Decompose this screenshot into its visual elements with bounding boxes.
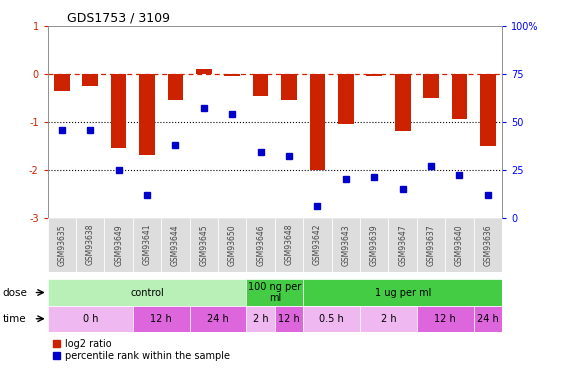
Text: 1 ug per ml: 1 ug per ml bbox=[375, 288, 431, 297]
Text: GSM93636: GSM93636 bbox=[484, 224, 493, 266]
Bar bbox=[417, 217, 445, 272]
Bar bbox=[190, 306, 246, 332]
Text: GSM93637: GSM93637 bbox=[426, 224, 435, 266]
Bar bbox=[275, 217, 304, 272]
Bar bbox=[224, 74, 240, 76]
Bar bbox=[281, 74, 297, 100]
Bar bbox=[139, 74, 155, 155]
Bar bbox=[473, 306, 502, 332]
Bar bbox=[133, 306, 190, 332]
Bar bbox=[253, 74, 269, 96]
Bar bbox=[304, 306, 360, 332]
Text: 24 h: 24 h bbox=[207, 314, 229, 324]
Text: 2 h: 2 h bbox=[381, 314, 396, 324]
Bar bbox=[304, 279, 502, 306]
Bar bbox=[168, 74, 183, 100]
Text: time: time bbox=[3, 314, 26, 324]
Bar bbox=[395, 74, 411, 132]
Text: 24 h: 24 h bbox=[477, 314, 499, 324]
Bar bbox=[480, 74, 496, 146]
Text: GSM93645: GSM93645 bbox=[199, 224, 208, 266]
Bar bbox=[366, 74, 382, 76]
Text: GSM93649: GSM93649 bbox=[114, 224, 123, 266]
Text: GDS1753 / 3109: GDS1753 / 3109 bbox=[67, 11, 171, 24]
Bar bbox=[162, 217, 190, 272]
Bar bbox=[48, 279, 246, 306]
Bar bbox=[360, 217, 388, 272]
Bar bbox=[304, 217, 332, 272]
Bar bbox=[54, 74, 70, 91]
Text: 12 h: 12 h bbox=[278, 314, 300, 324]
Text: 2 h: 2 h bbox=[253, 314, 269, 324]
Bar bbox=[133, 217, 162, 272]
Text: GSM93650: GSM93650 bbox=[228, 224, 237, 266]
Bar bbox=[338, 74, 353, 124]
Legend: log2 ratio, percentile rank within the sample: log2 ratio, percentile rank within the s… bbox=[53, 339, 230, 360]
Text: dose: dose bbox=[3, 288, 27, 297]
Bar bbox=[218, 217, 246, 272]
Bar bbox=[111, 74, 126, 148]
Bar bbox=[360, 306, 417, 332]
Text: 0 h: 0 h bbox=[82, 314, 98, 324]
Bar bbox=[76, 217, 104, 272]
Bar bbox=[246, 306, 275, 332]
Bar bbox=[445, 217, 473, 272]
Bar bbox=[417, 306, 473, 332]
Bar bbox=[246, 279, 304, 306]
Text: GSM93635: GSM93635 bbox=[57, 224, 66, 266]
Bar bbox=[275, 306, 304, 332]
Text: 12 h: 12 h bbox=[434, 314, 456, 324]
Text: GSM93646: GSM93646 bbox=[256, 224, 265, 266]
Bar bbox=[196, 69, 211, 74]
Bar bbox=[82, 74, 98, 86]
Bar bbox=[48, 217, 76, 272]
Text: GSM93639: GSM93639 bbox=[370, 224, 379, 266]
Bar bbox=[190, 217, 218, 272]
Text: GSM93644: GSM93644 bbox=[171, 224, 180, 266]
Text: 12 h: 12 h bbox=[150, 314, 172, 324]
Bar bbox=[48, 306, 133, 332]
Text: GSM93642: GSM93642 bbox=[313, 224, 322, 266]
Text: GSM93643: GSM93643 bbox=[342, 224, 351, 266]
Bar bbox=[104, 217, 133, 272]
Text: GSM93640: GSM93640 bbox=[455, 224, 464, 266]
Text: 0.5 h: 0.5 h bbox=[319, 314, 344, 324]
Text: GSM93638: GSM93638 bbox=[86, 224, 95, 266]
Bar bbox=[473, 217, 502, 272]
Text: GSM93648: GSM93648 bbox=[284, 224, 293, 266]
Text: 100 ng per
ml: 100 ng per ml bbox=[249, 282, 301, 303]
Bar bbox=[332, 217, 360, 272]
Text: control: control bbox=[130, 288, 164, 297]
Bar bbox=[310, 74, 325, 170]
Text: GSM93641: GSM93641 bbox=[142, 224, 151, 266]
Bar bbox=[452, 74, 467, 120]
Bar bbox=[388, 217, 417, 272]
Bar bbox=[424, 74, 439, 98]
Bar bbox=[246, 217, 275, 272]
Text: GSM93647: GSM93647 bbox=[398, 224, 407, 266]
